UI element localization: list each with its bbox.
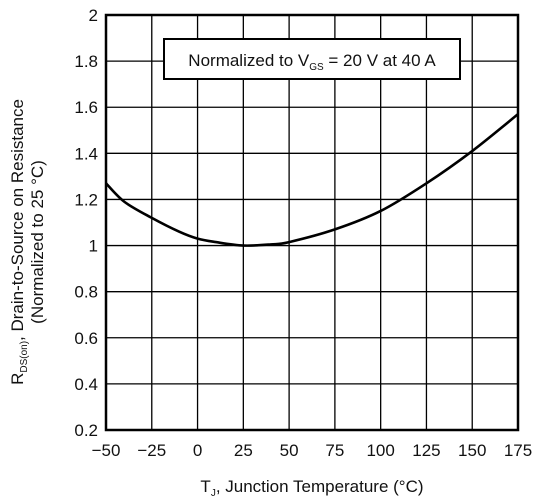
x-axis-title: TJ, Junction Temperature (°C) xyxy=(200,477,423,499)
y-tick-label: 0.6 xyxy=(74,329,98,348)
x-tick-label: −50 xyxy=(92,441,121,460)
x-tick-label: 50 xyxy=(280,441,299,460)
plot-frame xyxy=(104,13,520,432)
annotation-prefix: Normalized to V xyxy=(188,51,310,70)
x-tick-label: 0 xyxy=(193,441,202,460)
y-axis-title-rest: , Drain-to-Source on Resistance xyxy=(8,99,27,341)
tick-labels: −50 −25 0 25 50 75 100 125 150 175 0.2 0.4 0.6 0.8 1 1.… xyxy=(74,6,532,460)
y-axis-title-line1: RDS(on), Drain-to-Source on Resistance xyxy=(8,99,30,385)
annotation-text: Normalized to VGS = 20 V at 40 A xyxy=(188,51,436,73)
series-layer xyxy=(105,113,519,247)
x-axis-title-rest: , Junction Temperature (°C) xyxy=(216,477,424,496)
annotation-subscript: GS xyxy=(309,62,324,73)
y-axis-title-symbol: R xyxy=(8,373,27,385)
y-tick-label: 1.4 xyxy=(74,144,98,163)
y-axis-title-line2: (Normalized to 25 °C) xyxy=(28,160,47,324)
x-axis-title-symbol: T xyxy=(200,477,210,496)
y-tick-label: 1.8 xyxy=(74,52,98,71)
y-axis-title-subscript: DS(on) xyxy=(19,341,30,373)
rdson-series-line xyxy=(105,113,519,247)
annotation: Normalized to VGS = 20 V at 40 A xyxy=(163,38,461,80)
y-tick-label: 1 xyxy=(89,237,98,256)
annotation-box xyxy=(163,38,461,80)
y-axis-title: RDS(on), Drain-to-Source on Resistance (… xyxy=(8,99,47,385)
y-tick-label: 0.4 xyxy=(74,375,98,394)
grid xyxy=(106,15,518,430)
y-tick-label: 2 xyxy=(89,6,98,25)
x-tick-label: 125 xyxy=(412,441,440,460)
x-tick-label: 150 xyxy=(458,441,486,460)
y-tick-label: 0.2 xyxy=(74,421,98,440)
x-tick-label: 175 xyxy=(504,441,532,460)
annotation-suffix: = 20 V at 40 A xyxy=(324,51,437,70)
x-tick-label: −25 xyxy=(137,441,166,460)
y-tick-label: 1.6 xyxy=(74,98,98,117)
x-tick-label: 25 xyxy=(234,441,253,460)
y-tick-label: 1.2 xyxy=(74,190,98,209)
x-tick-label: 75 xyxy=(325,441,344,460)
x-tick-label: 100 xyxy=(366,441,394,460)
y-tick-label: 0.8 xyxy=(74,283,98,302)
x-axis-title-subscript: J xyxy=(211,488,216,499)
